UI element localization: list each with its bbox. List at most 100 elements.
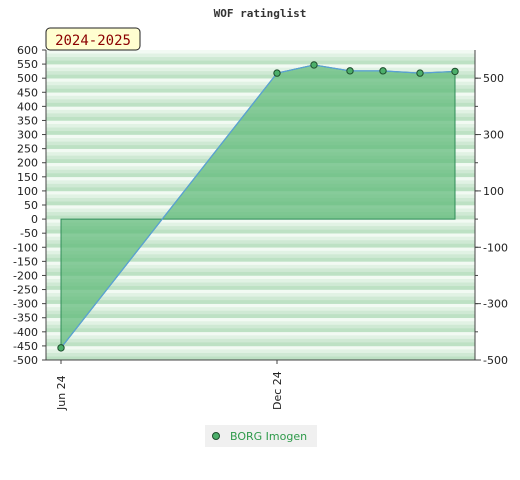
background-band	[46, 268, 475, 273]
left-tick-label: -150	[13, 255, 38, 268]
background-band	[46, 271, 475, 276]
background-band	[46, 71, 475, 75]
background-band	[46, 296, 475, 301]
background-band	[46, 229, 475, 234]
background-band	[46, 264, 475, 269]
left-tick-label: 500	[17, 72, 38, 85]
right-tick-label: 300	[483, 129, 504, 142]
rating-point	[346, 67, 354, 75]
background-band	[46, 57, 475, 61]
background-band	[46, 282, 475, 287]
rating-point	[379, 67, 387, 75]
background-band	[46, 250, 475, 255]
right-tick-label: -500	[483, 354, 508, 367]
right-tick-label: 500	[483, 72, 504, 85]
left-tick-label: 350	[17, 114, 38, 127]
background-band	[46, 338, 475, 343]
background-band	[46, 243, 475, 248]
background-band	[46, 81, 475, 86]
rating-point	[416, 69, 424, 77]
background-band	[46, 74, 475, 79]
background-band	[46, 60, 475, 65]
left-tick-label: -500	[13, 354, 38, 367]
rating-point	[57, 344, 65, 352]
background-band	[46, 240, 475, 245]
left-y-axis: 600550500450400350300250200150100500-50-…	[13, 44, 47, 367]
legend: BORG Imogen	[205, 425, 317, 447]
background-band	[46, 307, 475, 311]
right-tick-label: 100	[483, 185, 504, 198]
background-band	[46, 356, 475, 361]
left-tick-label: 200	[17, 157, 38, 170]
background-band	[46, 226, 475, 230]
left-tick-label: -200	[13, 269, 38, 282]
background-band	[46, 78, 475, 83]
x-tick-label: Jun 24	[55, 375, 68, 411]
left-tick-label: -400	[13, 326, 38, 339]
background-band	[46, 286, 475, 290]
chart-title: WOF ratinglist	[214, 7, 307, 20]
background-band	[46, 261, 475, 266]
background-band	[46, 300, 475, 304]
left-tick-label: 0	[31, 213, 38, 226]
season-badge: 2024-2025	[45, 27, 141, 51]
legend-label: BORG Imogen	[230, 430, 307, 443]
left-tick-label: 400	[17, 100, 38, 113]
background-band	[46, 328, 475, 333]
background-band	[46, 50, 475, 54]
x-tick-label: Dec 24	[271, 371, 284, 410]
background-band	[46, 303, 475, 308]
background-band	[46, 67, 475, 72]
background-band	[46, 219, 475, 223]
background-band	[46, 349, 475, 354]
background-band	[46, 342, 475, 347]
rating-point	[451, 67, 459, 76]
rating-point	[273, 69, 281, 77]
left-tick-label: -300	[13, 298, 38, 311]
background-band	[46, 345, 475, 350]
background-band	[46, 335, 475, 340]
background-band	[46, 88, 475, 93]
background-band	[46, 254, 475, 259]
background-band	[46, 324, 475, 329]
background-band	[46, 53, 475, 58]
legend-marker-icon	[212, 432, 220, 440]
left-tick-label: 550	[17, 58, 38, 71]
background-band	[46, 278, 475, 283]
background-band	[46, 247, 475, 252]
background-band	[46, 233, 475, 238]
background-band	[46, 293, 475, 297]
left-tick-label: 600	[17, 44, 38, 57]
left-tick-label: -450	[13, 340, 38, 353]
background-band	[46, 317, 475, 322]
background-band	[46, 310, 475, 315]
left-tick-label: -100	[13, 241, 38, 254]
background-band	[46, 236, 475, 241]
background-band	[46, 85, 475, 90]
background-band	[46, 314, 475, 319]
background-band	[46, 222, 475, 227]
rating-markers	[57, 61, 459, 352]
left-tick-label: -50	[20, 227, 38, 240]
left-tick-label: 50	[24, 199, 38, 212]
right-y-axis: 500 300 100 -100 -300 -500	[474, 50, 508, 367]
left-tick-label: 250	[17, 143, 38, 156]
background-band	[46, 352, 475, 357]
left-tick-label: 300	[17, 129, 38, 142]
background-band	[46, 64, 475, 68]
left-tick-label: -250	[13, 284, 38, 297]
right-tick-label: -300	[483, 298, 508, 311]
right-tick-label: -100	[483, 241, 508, 254]
left-tick-label: -350	[13, 312, 38, 325]
background-band	[46, 331, 475, 336]
background-band	[46, 275, 475, 280]
left-tick-label: 100	[17, 185, 38, 198]
background-band	[46, 321, 475, 326]
background-band	[46, 289, 475, 294]
left-tick-label: 450	[17, 86, 38, 99]
rating-point	[310, 61, 318, 69]
background-band	[46, 257, 475, 262]
left-tick-label: 150	[17, 171, 38, 184]
season-label: 2024-2025	[55, 33, 131, 49]
